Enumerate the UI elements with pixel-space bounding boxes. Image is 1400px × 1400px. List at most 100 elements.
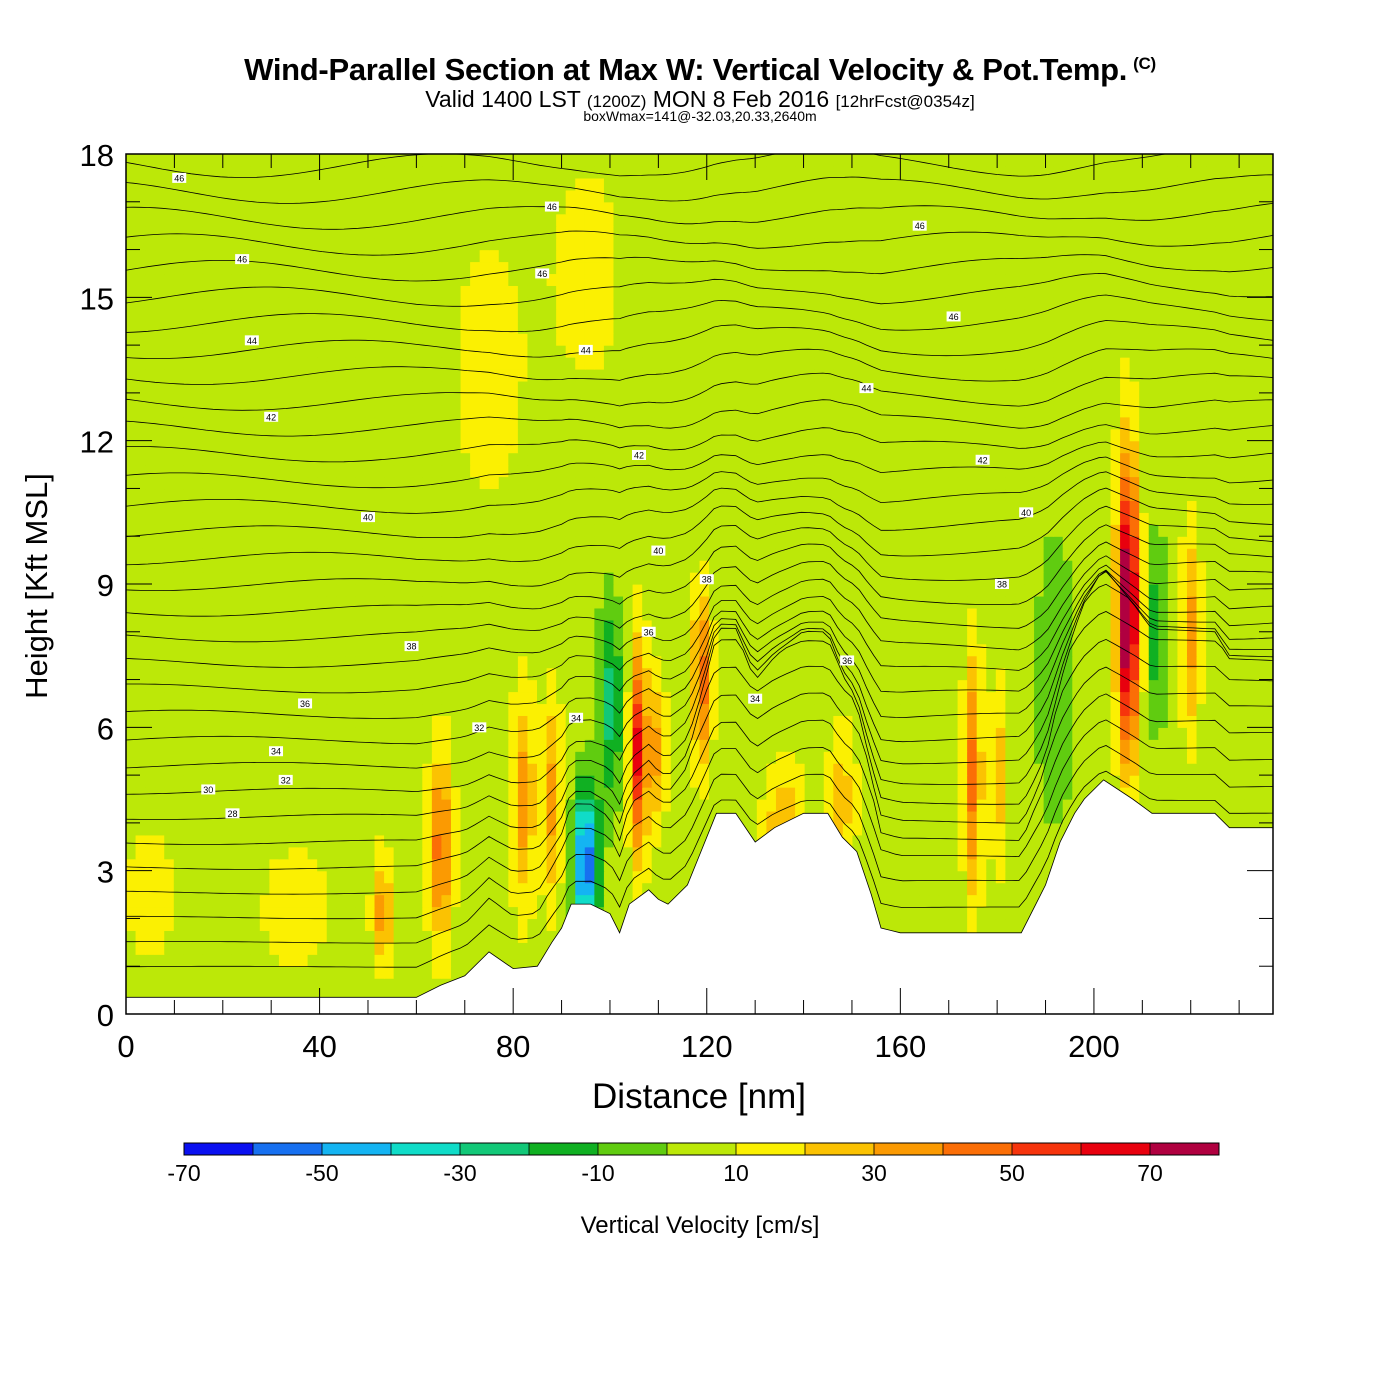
- w-cell: [804, 667, 815, 681]
- w-cell: [422, 942, 433, 955]
- w-cell: [795, 548, 806, 561]
- w-cell: [689, 858, 701, 872]
- w-cell: [126, 918, 137, 931]
- w-cell: [814, 751, 825, 764]
- w-cell: [775, 775, 787, 788]
- w-cell: [250, 595, 261, 609]
- w-cell: [1244, 548, 1255, 561]
- w-cell: [1129, 727, 1140, 740]
- w-cell: [900, 631, 911, 645]
- w-cell: [1053, 822, 1064, 836]
- w-cell: [164, 572, 175, 585]
- w-cell: [986, 679, 997, 693]
- w-cell: [164, 524, 175, 537]
- w-cell: [967, 787, 978, 800]
- w-cell: [938, 607, 949, 621]
- w-cell: [345, 524, 356, 537]
- w-cell: [766, 787, 777, 800]
- w-cell: [1167, 751, 1179, 764]
- w-cell: [288, 846, 299, 860]
- w-cell: [1129, 691, 1140, 705]
- w-cell: [126, 906, 137, 920]
- w-cell: [766, 799, 777, 812]
- w-cell: [565, 595, 576, 609]
- w-cell: [450, 536, 462, 549]
- w-cell: [537, 607, 548, 621]
- w-cell: [374, 595, 385, 609]
- w-cell: [450, 631, 462, 645]
- w-cell: [1206, 727, 1217, 740]
- w-cell: [422, 560, 433, 573]
- w-cell: [135, 858, 146, 872]
- w-cell: [661, 775, 672, 788]
- w-cell: [785, 560, 796, 573]
- w-cell: [1177, 584, 1188, 597]
- w-cell: [212, 954, 223, 967]
- w-cell: [689, 631, 701, 645]
- w-cell: [976, 679, 987, 693]
- w-cell: [422, 512, 433, 525]
- w-cell: [565, 858, 576, 872]
- w-cell: [374, 548, 385, 561]
- w-cell: [584, 560, 595, 573]
- w-cell: [565, 572, 576, 585]
- w-cell: [1129, 584, 1140, 597]
- w-cell: [1053, 572, 1064, 585]
- w-cell: [1024, 643, 1035, 657]
- w-cell: [919, 584, 930, 597]
- w-cell: [623, 548, 634, 561]
- w-cell: [441, 679, 452, 693]
- w-cell: [374, 727, 385, 740]
- w-cell: [470, 584, 481, 597]
- w-cell: [651, 679, 662, 693]
- w-cell: [126, 703, 137, 716]
- w-cell: [623, 858, 634, 872]
- w-cell: [192, 870, 204, 884]
- w-cell: [250, 966, 261, 979]
- w-cell: [852, 536, 863, 549]
- w-cell: [718, 631, 729, 645]
- w-cell: [613, 536, 624, 549]
- w-cell: [202, 595, 213, 609]
- w-cell: [680, 739, 691, 752]
- w-cell: [804, 524, 815, 537]
- w-cell: [919, 548, 930, 561]
- w-cell: [374, 870, 385, 884]
- w-cell: [804, 595, 815, 609]
- w-cell: [269, 739, 280, 752]
- w-cell: [995, 703, 1006, 716]
- w-cell: [948, 536, 959, 549]
- w-cell: [1129, 572, 1140, 585]
- w-cell: [632, 595, 643, 609]
- w-cell: [221, 691, 232, 705]
- w-cell: [890, 858, 901, 872]
- w-cell: [202, 810, 213, 824]
- w-cell: [785, 536, 796, 549]
- w-cell: [250, 536, 261, 549]
- w-cell: [221, 954, 232, 967]
- w-cell: [1043, 739, 1054, 752]
- w-cell: [823, 727, 834, 740]
- w-cell: [269, 978, 280, 991]
- w-cell: [986, 894, 997, 908]
- w-cell: [1244, 560, 1255, 573]
- w-cell: [470, 679, 481, 693]
- w-cell: [154, 548, 165, 561]
- w-cell: [1167, 763, 1179, 776]
- w-cell: [976, 607, 987, 621]
- w-cell: [948, 715, 959, 728]
- w-cell: [556, 918, 567, 931]
- w-cell: [298, 990, 309, 1003]
- w-cell: [575, 894, 586, 908]
- w-cell: [689, 727, 701, 740]
- w-cell: [909, 918, 920, 931]
- w-cell: [852, 834, 863, 848]
- w-cell: [1014, 739, 1026, 752]
- w-cell: [1034, 667, 1045, 681]
- w-cell: [154, 524, 165, 537]
- w-cell: [718, 751, 729, 764]
- w-cell: [957, 775, 968, 788]
- w-cell: [450, 930, 462, 943]
- w-cell: [1253, 775, 1265, 788]
- w-cell: [345, 751, 356, 764]
